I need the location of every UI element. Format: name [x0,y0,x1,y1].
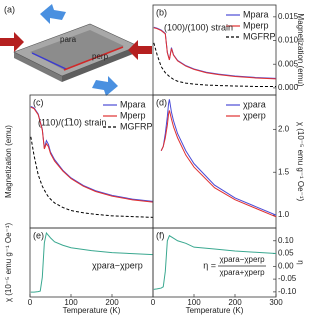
formula: χpara+χperp [219,268,265,277]
panel-label: (a) [4,4,15,14]
arrow-red [128,40,152,60]
legend-label: χperp [243,110,266,120]
series-line [30,231,154,293]
x-tick-label: 300 [269,298,283,307]
y-tick-label: 2.0 [278,124,290,133]
x-tick-label: 100 [64,298,78,307]
series-line [30,106,154,203]
y-axis-label: Magnetization (emu) [4,125,13,198]
y-tick-label: 0.000 [278,83,299,92]
y-tick-label: 0.015 [278,12,299,21]
y-tick-label: -0.10 [278,287,297,296]
series-line [160,110,277,218]
annotation: (110)/(1̅10) strain [38,117,106,127]
schematic-text: perp [92,52,109,61]
arrow-blue [92,76,118,96]
annotation: (100)/(100) strain [164,22,233,32]
series-line [153,234,277,290]
x-tick-label: 100 [187,298,201,307]
x-tick-label: 0 [151,298,156,307]
panel-label: (f) [156,230,165,240]
legend-label: Mperp [243,20,269,30]
perp-line [63,46,124,71]
formula: χpara−χperp [219,255,265,264]
legend-label: Mperp [120,110,146,120]
legend-label: MGFRP [120,121,153,131]
x-axis-label: Temperature (K) [63,306,121,315]
panel-label: (e) [33,230,44,240]
y-axis-label: χ (10⁻⁵ emu g⁻¹ Oe⁻¹) [296,122,305,202]
y-tick-label: 0.10 [278,236,294,245]
series-line [153,27,277,80]
legend-label: Mpara [120,99,146,109]
y-tick-label: 0.005 [278,59,299,68]
arrow-blue [40,4,66,24]
y-axis-label: χ (10⁻⁵ emu g⁻¹ Oe⁻¹) [4,223,13,303]
y-tick-label: -0.05 [278,274,297,283]
slab-side [62,46,138,82]
panel-label: (d) [156,97,167,107]
y-tick-label: 1.0 [278,210,290,219]
schematic-text: para [60,35,77,44]
y-tick-label: 1.5 [278,167,290,176]
x-axis-label: Temperature (K) [186,306,244,315]
panel-label: (b) [156,7,167,17]
y-tick-label: 0.00 [278,261,294,270]
y-axis-label: Magnetization (emu) [296,14,305,87]
arrow-red [0,32,24,52]
schematic: (a) para perp [0,4,152,96]
y-axis-label: η [296,260,305,264]
annotation: χpara−χperp [92,260,143,270]
x-tick-label: 200 [228,298,242,307]
figure: (a) para perp 0.0000.0050.0100.015Magnet… [0,4,305,315]
formula: η = [203,260,216,270]
series-line [153,42,276,87]
legend-label: MGFRP [243,31,276,41]
y-tick-label: 0.05 [278,249,294,258]
series-line [160,99,277,216]
para-line [31,52,67,70]
panel-label: (c) [33,97,44,107]
legend-label: Mpara [243,9,269,19]
film [30,30,124,70]
y-tick-label: 0.010 [278,36,299,45]
slab-side [14,52,62,82]
x-tick-label: 0 [28,298,33,307]
plot-frame [152,227,277,298]
x-tick-label: 200 [105,298,119,307]
legend-label: χpara [243,99,266,109]
